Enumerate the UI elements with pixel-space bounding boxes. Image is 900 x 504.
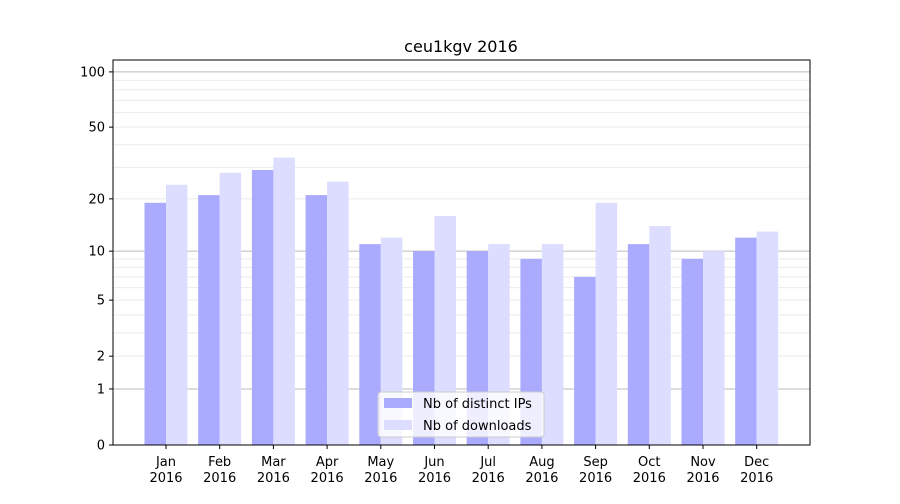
bar-downloads <box>703 251 725 445</box>
y-tick-label: 50 <box>88 121 105 136</box>
y-tick-label: 10 <box>88 245 105 260</box>
bar-downloads <box>595 202 618 445</box>
bars <box>144 157 779 446</box>
x-axis: Jan 2016 Feb 2016 Mar 2016 Apr 2016 May 2016 Jun 20… <box>149 445 773 486</box>
bar-downloads <box>541 244 564 445</box>
x-tick-label: Apr 2016 <box>311 455 344 486</box>
bar-distinct-ips <box>305 195 328 445</box>
x-tick-label: Sep 2016 <box>579 455 612 486</box>
legend: Nb of distinct IPs Nb of downloads <box>377 391 545 438</box>
bar-distinct-ips <box>144 202 166 445</box>
chart-title: ceu1kgv 2016 <box>404 37 518 56</box>
bar-distinct-ips <box>251 170 274 445</box>
x-tick-label: Feb 2016 <box>203 455 236 486</box>
legend-label-downloads: Nb of downloads <box>423 419 532 434</box>
x-tick-label: Nov 2016 <box>686 455 719 486</box>
bar-distinct-ips <box>574 276 596 445</box>
bar-downloads <box>166 184 188 445</box>
bar-downloads <box>327 181 349 445</box>
y-tick-label: 2 <box>97 350 105 365</box>
bar-downloads <box>219 172 242 445</box>
y-tick-label: 0 <box>97 439 105 454</box>
y-tick-label: 5 <box>97 294 105 309</box>
y-tick-label: 20 <box>88 192 105 207</box>
bar-distinct-ips <box>681 258 703 445</box>
y-tick-label: 100 <box>80 65 105 80</box>
bar-downloads <box>649 226 671 445</box>
x-tick-label: Jun 2016 <box>418 455 451 486</box>
x-tick-label: May 2016 <box>364 455 397 486</box>
x-tick-label: Jul 2016 <box>472 455 505 486</box>
axes-frame <box>112 59 811 446</box>
bar-distinct-ips <box>627 244 650 445</box>
bar-distinct-ips <box>198 195 220 445</box>
legend-swatch-downloads <box>384 420 412 430</box>
legend-label-ips: Nb of distinct IPs <box>423 397 532 412</box>
bar-downloads <box>273 157 295 446</box>
bar-distinct-ips <box>735 237 757 445</box>
x-tick-label: Aug 2016 <box>525 455 558 486</box>
bar-downloads <box>434 215 456 445</box>
legend-swatch-ips <box>384 398 412 408</box>
y-axis: 0 1 2 5 10 20 50 100 <box>80 65 113 454</box>
y-tick-label: 1 <box>97 382 105 397</box>
bar-distinct-ips <box>359 244 381 445</box>
x-tick-label: Mar 2016 <box>257 455 290 486</box>
bar-downloads <box>756 231 779 445</box>
x-tick-label: Oct 2016 <box>633 455 666 486</box>
x-tick-label: Dec 2016 <box>740 455 773 486</box>
x-tick-label: Jan 2016 <box>149 455 182 486</box>
